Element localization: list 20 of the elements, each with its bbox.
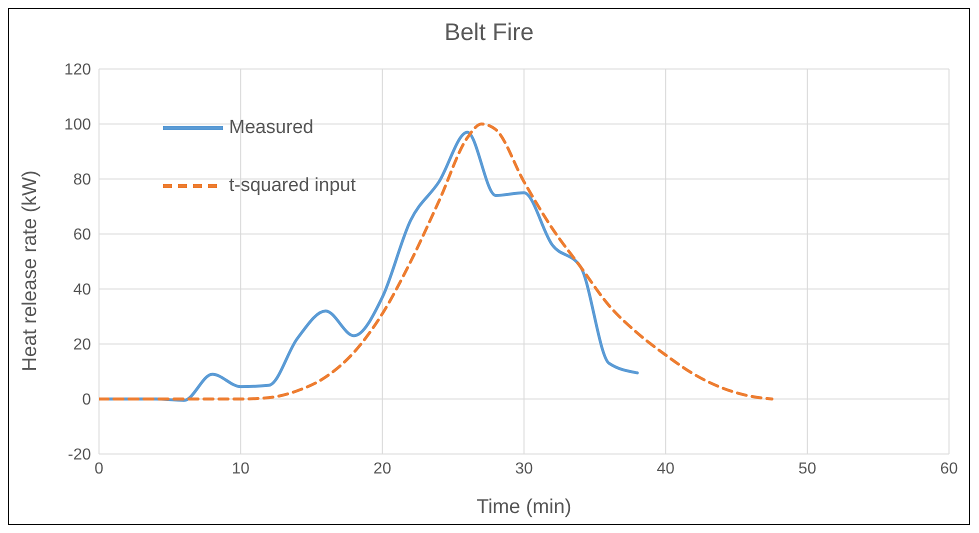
chart-title: Belt Fire: [443, 19, 535, 47]
y-tick-label: 80: [73, 172, 92, 189]
y-tick-label: 100: [64, 116, 92, 134]
legend-label: t-squared input: [229, 175, 356, 197]
y-tick-label: 60: [73, 226, 92, 244]
x-tick-label: 40: [656, 460, 675, 478]
x-axis-title: Time (min): [476, 496, 572, 518]
y-tick-label: 20: [73, 336, 92, 354]
x-tick-label: 10: [232, 460, 250, 478]
x-tick-label: 60: [940, 460, 958, 478]
y-tick-label: 40: [73, 282, 92, 299]
y-tick-label: 120: [64, 62, 92, 79]
legend-label: Measured: [229, 117, 314, 139]
y-tick-label: -20: [68, 446, 92, 464]
y-axis-title: Heat release rate (kW): [19, 170, 42, 372]
y-tick-label: 0: [82, 392, 92, 409]
x-tick-label: 50: [798, 460, 816, 478]
x-tick-label: 0: [94, 460, 104, 478]
x-tick-label: 30: [515, 460, 533, 478]
x-tick-label: 20: [373, 460, 392, 478]
